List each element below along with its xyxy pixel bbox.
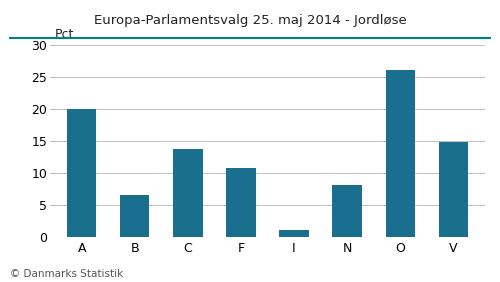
Text: Europa-Parlamentsvalg 25. maj 2014 - Jordløse: Europa-Parlamentsvalg 25. maj 2014 - Jor… [94, 14, 406, 27]
Bar [226, 168, 256, 237]
Bar [438, 142, 468, 237]
Bar [67, 109, 96, 237]
Text: Pct.: Pct. [54, 28, 78, 41]
Bar [280, 230, 308, 237]
Bar [120, 195, 150, 237]
Bar [174, 149, 203, 237]
Bar [332, 185, 362, 237]
Bar [386, 70, 414, 237]
Text: © Danmarks Statistik: © Danmarks Statistik [10, 269, 123, 279]
